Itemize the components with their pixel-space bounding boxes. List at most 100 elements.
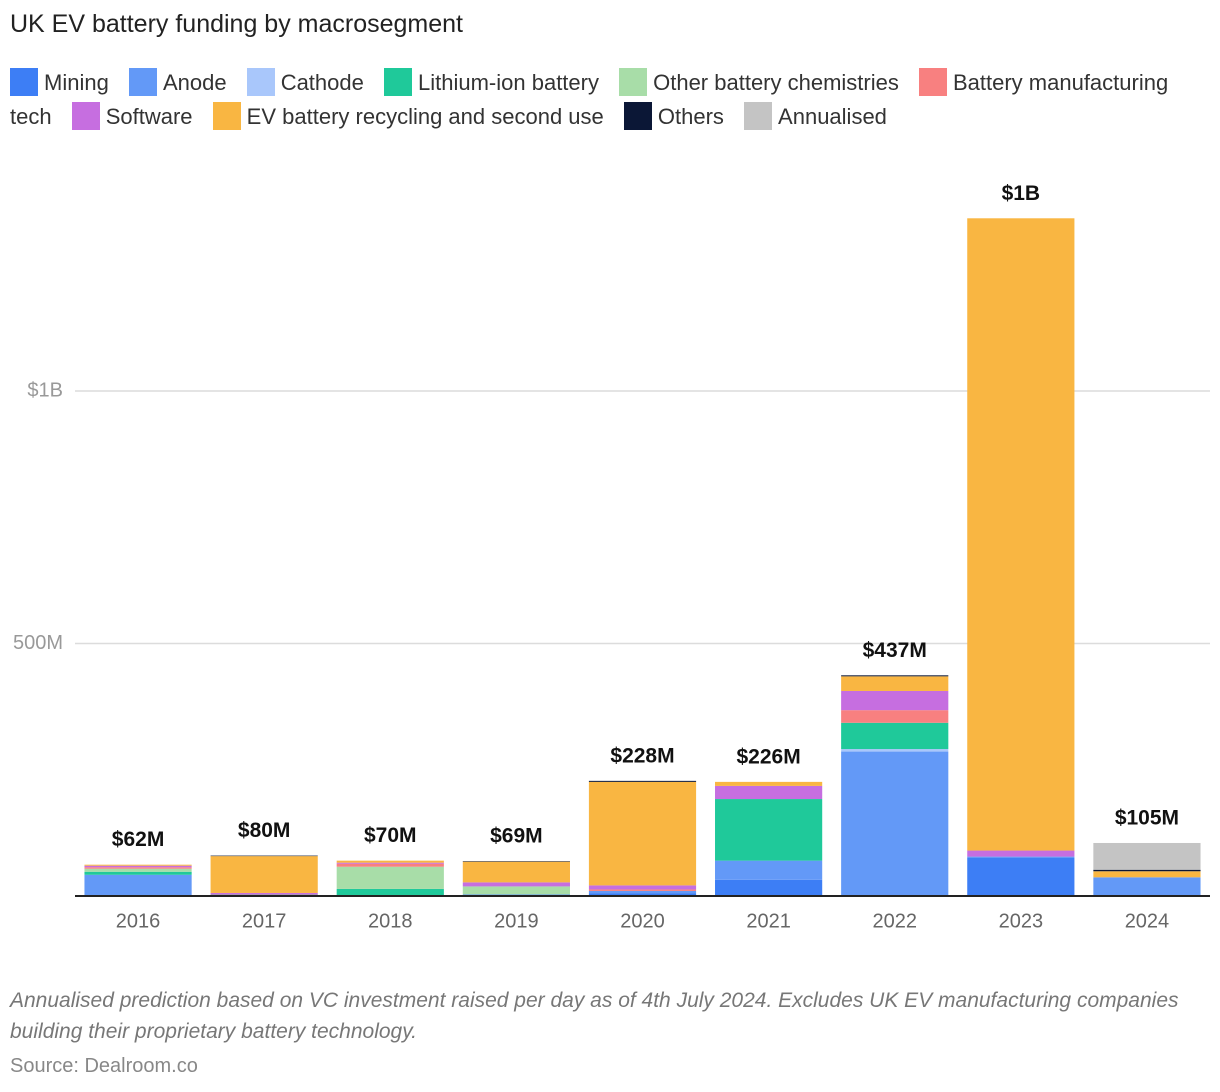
legend-swatch — [71, 102, 100, 130]
bar-segment — [1093, 869, 1201, 872]
bar-segment — [462, 861, 570, 883]
total-label: $70M — [364, 824, 417, 847]
y-tick-label: 500M — [13, 632, 63, 654]
bar-segment — [336, 862, 444, 864]
legend-item: Anode — [128, 68, 227, 96]
legend-swatch — [744, 102, 773, 130]
bar-segment — [336, 888, 444, 895]
footnote: Annualised prediction based on VC invest… — [10, 989, 1179, 1043]
x-tick-label: 2020 — [620, 910, 665, 932]
legend-swatch — [619, 68, 648, 96]
total-label: $228M — [610, 744, 674, 767]
x-tick-label: 2019 — [494, 910, 539, 932]
bar-segment — [84, 871, 192, 875]
bar-segment — [841, 751, 949, 896]
bar-segment — [715, 860, 823, 880]
bar-segment — [841, 690, 949, 711]
bar-segment — [462, 886, 570, 895]
legend-item: Mining — [10, 68, 109, 96]
bar-segment — [588, 885, 697, 890]
bar-segment — [84, 864, 192, 866]
legend-swatch — [212, 102, 241, 130]
bar-segment — [1093, 877, 1201, 896]
total-label: $69M — [490, 825, 543, 848]
x-tick-label: 2017 — [242, 910, 287, 932]
legend-label: Other battery chemistries — [653, 70, 899, 95]
legend-label: Cathode — [280, 70, 364, 95]
chart: 500M $1B $62M 2016 $80M 2017 $70M 2018 $69M 2019 $… — [13, 182, 1210, 932]
legend-item: Annualised — [744, 102, 887, 130]
bar-segment — [967, 856, 1075, 858]
total-label: $437M — [863, 639, 927, 662]
bar-segment — [462, 894, 570, 896]
legend-item: EV battery recycling and second use — [212, 102, 604, 130]
bar-segment — [336, 860, 444, 863]
bar-segment — [210, 894, 318, 896]
bar-segment — [841, 675, 949, 677]
legend-swatch — [918, 68, 947, 96]
legend-item: Others — [623, 102, 724, 130]
bar-segment — [841, 749, 949, 752]
bar-segment — [210, 856, 318, 893]
bar-segment — [715, 785, 823, 800]
x-tick-label: 2021 — [746, 910, 791, 932]
legend-label: Battery manufacturing tech — [10, 70, 1169, 129]
x-tick-label: 2018 — [368, 910, 413, 932]
legend-label: Lithium-ion battery — [418, 70, 599, 95]
legend-swatch — [10, 68, 38, 96]
bar-segment — [715, 781, 823, 786]
bar-segment — [967, 857, 1075, 896]
total-label: $226M — [737, 745, 801, 768]
source: Source: Dealroom.co — [10, 1055, 198, 1077]
bar-segment — [588, 893, 697, 896]
total-label: $62M — [112, 828, 165, 851]
legend-item: Lithium-ion battery — [384, 68, 599, 96]
bar-segment — [841, 676, 949, 691]
bar-segment — [1093, 842, 1201, 870]
legend-label: Others — [657, 104, 724, 129]
bar-segment — [462, 882, 570, 887]
bar-segment — [588, 889, 697, 891]
bar-segment — [841, 722, 949, 750]
bar-segment — [715, 799, 823, 861]
bar-segment — [715, 879, 823, 896]
legend-label: Software — [105, 104, 193, 129]
legend-swatch — [384, 68, 412, 96]
legend-label: EV battery recycling and second use — [246, 104, 604, 129]
bar-segment — [210, 892, 318, 894]
bar-segment — [210, 855, 318, 857]
x-tick-label: 2023 — [999, 910, 1044, 932]
legend-item: Software — [71, 102, 193, 130]
bar-segment — [588, 890, 697, 894]
total-label: $105M — [1115, 807, 1179, 830]
bar-segment — [84, 867, 192, 869]
legend-item: Cathode — [246, 68, 364, 96]
legend-label: Annualised — [778, 104, 887, 129]
x-tick-label: 2022 — [872, 910, 917, 932]
bar-segment — [84, 874, 192, 895]
legend-label: Mining — [44, 70, 109, 95]
bar-segment — [210, 893, 318, 895]
bar-segment — [84, 865, 192, 868]
bar-segment — [336, 866, 444, 889]
bar-segment — [1093, 871, 1201, 878]
legend-swatch — [128, 68, 157, 96]
legend-item: Battery manufacturing tech — [10, 68, 1169, 129]
x-tick-label: 2016 — [116, 910, 161, 932]
y-tick-label: $1B — [27, 379, 63, 401]
legend-label: Anode — [162, 70, 227, 95]
bar-segment — [84, 868, 192, 872]
bar-segment — [588, 780, 697, 782]
total-label: $1B — [1002, 182, 1041, 205]
legend: Mining Anode Cathode Lithium-ion battery… — [10, 66, 1215, 134]
bar-segment — [841, 710, 949, 723]
bar-segment — [967, 850, 1075, 857]
bar-segment — [462, 861, 570, 862]
legend-item: Other battery chemistries — [619, 68, 899, 96]
total-label: $80M — [238, 819, 291, 842]
chart-title: UK EV battery funding by macrosegment — [10, 10, 464, 38]
bar-segment — [336, 863, 444, 867]
legend-swatch — [623, 102, 652, 130]
bar-segment — [588, 781, 697, 886]
